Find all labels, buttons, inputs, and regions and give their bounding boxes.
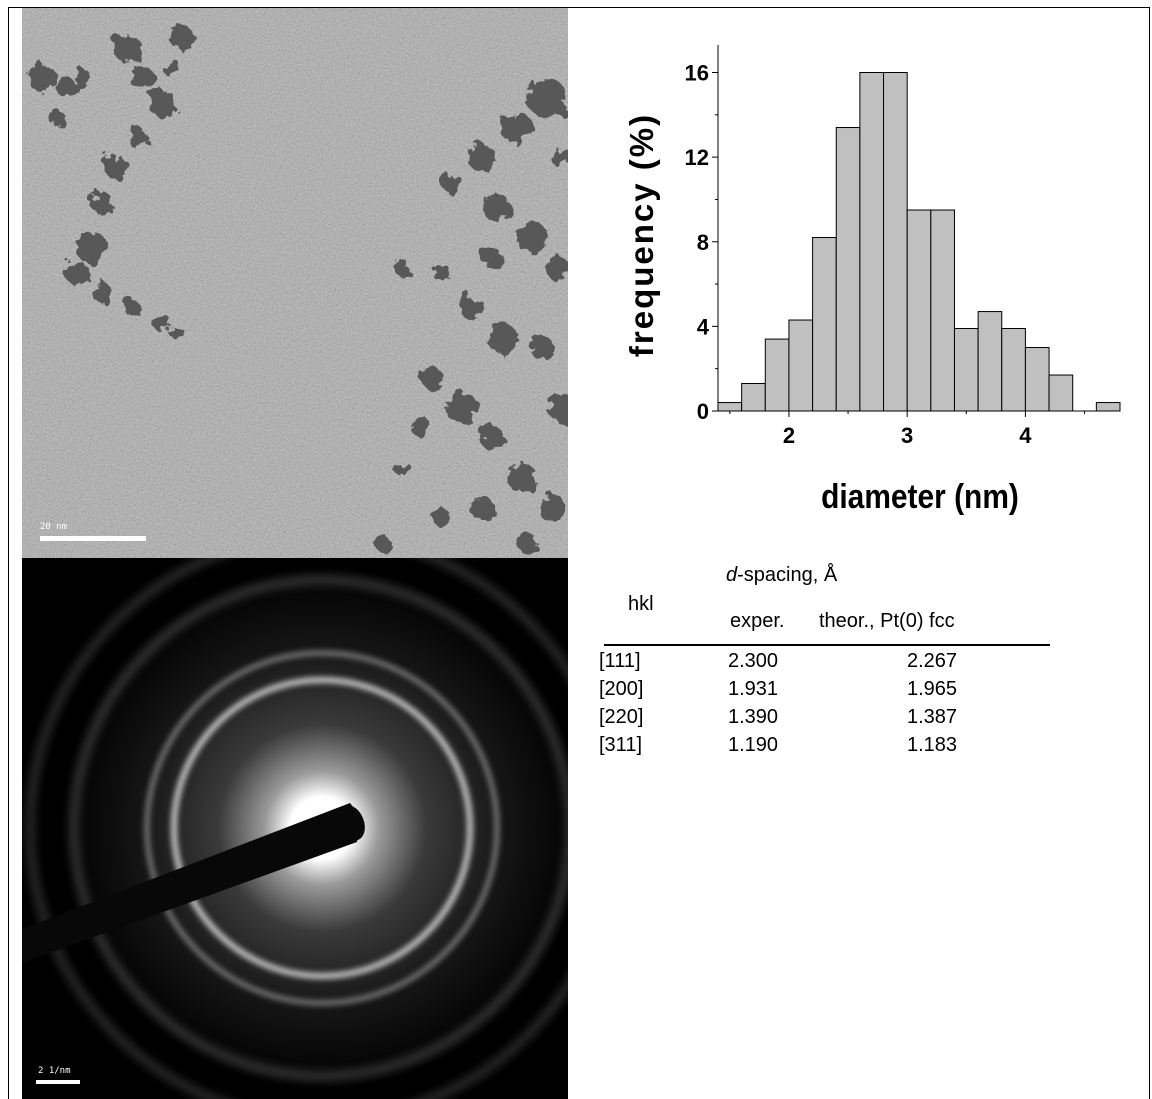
saed-pattern: 2 1/nm: [22, 558, 568, 1099]
histogram-bar: [1001, 327, 1026, 412]
histogram-chart: 0 4 8 12 16 2 3 4 diameter (nm) frequency (%): [623, 45, 1121, 515]
col-hkl-header: hkl: [628, 593, 654, 615]
histogram-bar: [741, 382, 766, 412]
cell-theor: 1.387: [907, 706, 958, 728]
saed-image: [22, 558, 568, 1099]
header-d-rest: -spacing, Å: [737, 564, 838, 586]
histogram-bar: [1048, 374, 1074, 412]
cell-theor: 1.965: [907, 678, 958, 700]
x-tick-label: 2: [783, 423, 795, 448]
cell-exper: 1.390: [728, 706, 779, 728]
histogram-bar: [788, 319, 814, 412]
cell-hkl: [311]: [599, 734, 642, 756]
cell-theor: 1.183: [907, 734, 958, 756]
x-tick-label: 3: [901, 423, 913, 448]
tem-image: [22, 8, 568, 558]
histogram-bars: [717, 72, 1121, 412]
histogram-bar: [764, 338, 790, 412]
histogram-bar: [1024, 347, 1050, 412]
histogram-bar: [859, 72, 885, 412]
diffraction-rings: [27, 558, 568, 1099]
size-histogram: 0 4 8 12 16 2 3 4 diameter (nm) frequency (%): [585, 20, 1145, 530]
cell-hkl: [111]: [599, 650, 641, 672]
scale-bar-label: 20 nm: [40, 522, 68, 532]
cell-exper: 1.931: [728, 678, 779, 700]
histogram-bar: [977, 311, 1003, 412]
cell-exper: 2.300: [728, 650, 779, 672]
header-group: d-spacing, Å: [726, 564, 837, 587]
histogram-bar: [883, 72, 908, 412]
header-d-italic: d: [726, 564, 738, 586]
y-tick-label: 0: [697, 399, 709, 424]
header-rule: [604, 644, 1050, 646]
scale-bar: [40, 536, 146, 541]
y-tick-label: 4: [697, 314, 710, 339]
histogram-bar: [930, 209, 955, 412]
histogram-bar: [1095, 402, 1121, 412]
x-axis-label: diameter (nm): [821, 477, 1019, 515]
cell-theor: 2.267: [907, 650, 958, 672]
col-exper-header: exper.: [730, 610, 785, 632]
cell-hkl: [220]: [599, 706, 644, 728]
histogram-bar: [717, 402, 743, 412]
scale-bar-label: 2 1/nm: [38, 1066, 71, 1076]
histogram-bar: [835, 127, 861, 412]
histogram-bar: [812, 237, 837, 412]
tem-micrograph: 20 nm: [22, 8, 568, 558]
x-tick-label: 4: [1019, 423, 1032, 448]
particle-aggregates: [28, 26, 568, 553]
scale-bar: [36, 1080, 80, 1084]
col-theor-header: theor., Pt(0) fcc: [819, 610, 955, 632]
figure-frame: [8, 7, 1150, 1099]
d-spacing-table: d-spacing, Å hkl exper. theor., Pt(0) fc…: [595, 560, 1055, 780]
y-tick-label: 16: [685, 61, 709, 86]
histogram-bar: [906, 209, 932, 412]
histogram-axes: [712, 45, 1120, 417]
beam-stop: [22, 803, 362, 963]
histogram-bar: [953, 327, 979, 412]
tick-labels: 0 4 8 12 16 2 3 4: [685, 61, 1033, 448]
cell-hkl: [200]: [599, 678, 644, 700]
y-axis-label: frequency (%): [623, 113, 660, 357]
cell-exper: 1.190: [728, 734, 779, 756]
y-tick-label: 12: [685, 145, 709, 170]
y-tick-label: 8: [697, 230, 709, 255]
